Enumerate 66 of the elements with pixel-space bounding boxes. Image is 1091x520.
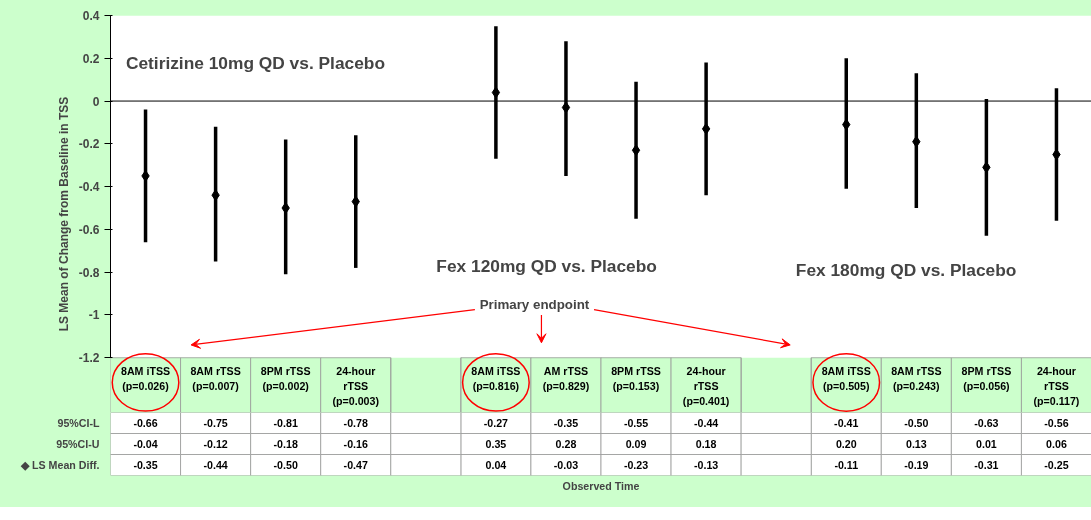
y-tick-label: 95%CI-U xyxy=(56,438,100,450)
x-tick-label: 8AM iTSS (p=0.026) xyxy=(120,365,171,393)
data-label: -0.55 xyxy=(623,417,649,429)
x-tick-label: 8AM iTSS (p=0.505) xyxy=(821,365,871,393)
data-label: 0.28 xyxy=(555,438,577,450)
data-label: -0.18 xyxy=(273,438,298,450)
y-tick-label: 0.2 xyxy=(82,51,100,66)
x-tick-label: 8PM rTSS (p=0.056) xyxy=(961,365,1012,393)
x-tick-label: 8AM iTSS (p=0.816) xyxy=(471,365,521,393)
x-tick-label: 8PM rTSS (p=0.153) xyxy=(611,365,661,393)
data-label: 0.13 xyxy=(905,438,927,450)
annotation: Primary endpoint xyxy=(479,296,590,312)
data-label: -0.56 xyxy=(1044,417,1069,429)
annotation: Cetirizine 10mg QD vs. Placebo xyxy=(125,52,385,73)
data-label: -0.63 xyxy=(974,417,999,429)
data-label: -0.50 xyxy=(904,417,929,429)
x-tick-label: 8AM rTSS (p=0.007) xyxy=(190,365,241,393)
data-label: -0.16 xyxy=(343,438,368,450)
data-label: -0.27 xyxy=(483,417,509,429)
data-label: -0.75 xyxy=(203,417,228,429)
data-label: -0.04 xyxy=(133,438,158,450)
data-label: -0.66 xyxy=(133,417,158,429)
annotation: Fex 180mg QD vs. Placebo xyxy=(795,260,1017,281)
y-tick-label: -0.6 xyxy=(78,222,100,237)
data-label: 0.09 xyxy=(625,438,647,450)
data-label: -0.44 xyxy=(693,417,719,429)
y-tick-label: 0 xyxy=(92,94,100,109)
x-tick-label: 24-hour rTSS (p=0.117) xyxy=(1033,365,1080,408)
x-tick-label: 8AM rTSS (p=0.243) xyxy=(891,365,942,393)
data-label: -0.19 xyxy=(904,459,929,471)
data-label: -0.44 xyxy=(203,459,228,471)
data-label: 0.06 xyxy=(1046,438,1067,450)
data-label: -0.35 xyxy=(553,417,579,429)
y-tick-label: -0.4 xyxy=(78,180,100,195)
data-label: -0.25 xyxy=(1044,459,1069,471)
data-label: 0.01 xyxy=(976,438,997,450)
data-label: 0.35 xyxy=(485,438,507,450)
x-axis-title: Observed Time xyxy=(562,479,640,492)
y-tick-label: -1 xyxy=(88,308,100,323)
y-axis-title: LS Mean of Change from Baseline in TSS xyxy=(56,96,71,332)
data-label: -0.78 xyxy=(343,417,368,429)
y-tick-label: ◆ LS Mean Diff. xyxy=(20,459,100,471)
y-tick-label: -0.2 xyxy=(78,137,100,152)
data-label: -0.50 xyxy=(273,459,298,471)
data-label: -0.47 xyxy=(343,459,368,471)
data-label: -0.11 xyxy=(834,459,859,471)
y-tick-label: 0.4 xyxy=(82,9,100,23)
x-tick-label: AM rTSS (p=0.829) xyxy=(542,365,590,393)
data-label: -0.23 xyxy=(623,459,649,471)
annotation: Fex 120mg QD vs. Placebo xyxy=(436,255,657,276)
data-label: -0.41 xyxy=(834,417,859,429)
data-label: -0.81 xyxy=(273,417,298,429)
x-tick-label: 24-hour rTSS (p=0.003) xyxy=(332,365,380,408)
data-label: -0.35 xyxy=(133,459,158,471)
y-tick-label: 95%CI-L xyxy=(57,417,100,429)
data-label: 0.18 xyxy=(695,438,717,450)
y-tick-label: -1.2 xyxy=(78,351,100,366)
data-label: -0.13 xyxy=(693,459,719,471)
x-tick-label: 8PM rTSS (p=0.002) xyxy=(260,365,311,393)
data-label: 0.04 xyxy=(485,459,507,471)
y-tick-label: -0.8 xyxy=(78,265,100,280)
data-label: 0.20 xyxy=(835,438,857,450)
x-tick-label: 24-hour rTSS (p=0.401) xyxy=(682,365,730,408)
data-label: -0.31 xyxy=(974,459,999,471)
data-label: -0.12 xyxy=(203,438,228,450)
data-label: -0.03 xyxy=(553,459,579,471)
